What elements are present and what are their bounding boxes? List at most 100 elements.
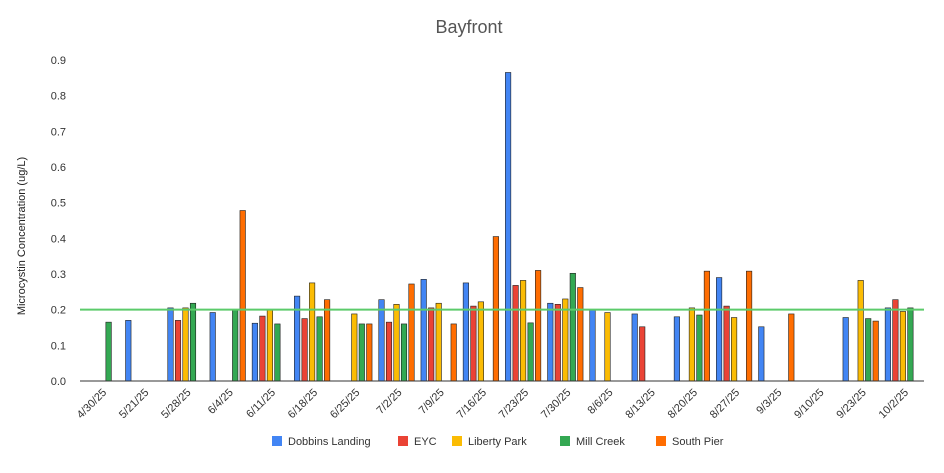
bar-series-group [105,72,914,382]
x-tick-label: 8/20/25 [666,387,700,421]
chart-title: Bayfront [435,17,502,37]
bar-liberty-park [520,280,527,382]
bar-eyc [554,304,561,382]
bar-mill-creek [527,322,534,382]
bar-south-pier [577,287,584,382]
bar-eyc [639,326,646,382]
y-tick-label: 0.1 [51,340,66,352]
legend-swatch [560,436,570,446]
x-tick-label: 8/13/25 [623,387,657,421]
bar-mill-creek [865,318,872,382]
legend: Dobbins Landing EYC Liberty Park Mill Creek… [272,436,724,448]
y-tick-label: 0.0 [51,376,66,388]
y-tick-label: 0.8 [51,91,66,103]
bar-eyc [892,299,899,382]
x-tick-label: 4/30/25 [75,387,109,421]
legend-label: Mill Creek [576,436,625,448]
bar-south-pier [239,210,246,382]
bar-dobbins-landing [125,320,132,382]
bar-eyc [723,305,730,382]
x-tick-label: 5/28/25 [159,387,193,421]
x-tick-label: 7/23/25 [497,387,531,421]
x-tick-label: 7/9/25 [417,387,447,417]
y-tick-label: 0.5 [51,198,66,210]
x-tick-label: 5/21/25 [117,387,151,421]
bar-south-pier [366,323,373,382]
bar-liberty-park [899,311,906,382]
bar-mill-creek [569,272,576,382]
x-axis-ticks: 4/30/25 5/21/25 5/28/25 6/4/25 6/11/25 6/18/2… [75,387,911,421]
bar-south-pier [450,323,457,382]
bar-dobbins-landing [589,309,596,382]
y-tick-label: 0.4 [51,233,66,245]
x-tick-label: 9/3/25 [754,387,784,417]
bar-dobbins-landing [673,316,680,382]
y-axis-ticks: 0.0 0.1 0.2 0.3 0.4 0.5 0.6 0.7 0.8 0.9 [51,55,66,388]
bar-dobbins-landing [842,317,849,382]
bar-dobbins-landing [251,322,258,382]
bar-dobbins-landing [167,307,174,382]
y-tick-label: 0.9 [51,55,66,67]
y-tick-label: 0.6 [51,162,66,174]
bar-eyc [428,307,435,382]
x-tick-label: 6/4/25 [206,387,236,417]
bar-mill-creek [400,323,408,382]
bar-liberty-park [562,298,569,382]
legend-swatch [452,436,462,446]
x-tick-label: 6/18/25 [286,387,320,421]
x-tick-label: 7/30/25 [539,387,573,421]
bar-liberty-park [477,301,484,382]
x-tick-label: 8/6/25 [586,387,616,417]
bar-liberty-park [309,282,316,382]
bar-dobbins-landing [758,326,765,382]
bar-mill-creek [316,316,323,382]
x-tick-label: 6/11/25 [244,387,278,421]
x-tick-label: 7/2/25 [375,387,405,417]
y-tick-label: 0.2 [51,305,66,317]
bar-south-pier [872,320,879,382]
bar-liberty-park [688,307,695,382]
bar-liberty-park [857,280,864,382]
bar-south-pier [746,270,753,382]
bar-mill-creek [105,321,112,382]
bar-eyc [174,320,182,382]
x-tick-label: 9/23/25 [834,387,868,421]
legend-label: Dobbins Landing [288,436,371,448]
bar-south-pier [703,270,710,382]
x-tick-label: 10/2/25 [877,387,911,421]
bar-liberty-park [182,307,189,382]
legend-swatch [656,436,666,446]
bar-south-pier [788,313,795,382]
y-tick-label: 0.7 [51,126,66,138]
bar-eyc [301,318,308,382]
bar-mill-creek [232,309,239,382]
bar-eyc [259,315,266,382]
bar-liberty-park [393,304,400,382]
bar-dobbins-landing [378,299,385,382]
bar-dobbins-landing [716,277,723,382]
bar-south-pier [324,299,331,382]
bar-liberty-park [731,317,738,382]
y-axis-label: Microcystin Concentration (ug/L) [16,157,28,315]
bar-eyc [385,321,393,382]
bar-eyc [512,285,519,382]
x-tick-label: 6/25/25 [328,387,362,421]
bar-dobbins-landing [420,279,427,382]
bar-dobbins-landing [884,307,891,382]
bar-liberty-park [435,302,442,382]
bar-mill-creek [358,323,365,382]
y-tick-label: 0.3 [51,269,66,281]
x-tick-label: 9/10/25 [792,387,826,421]
bar-mill-creek [274,323,281,382]
x-tick-label: 7/16/25 [455,387,489,421]
bar-dobbins-landing [631,313,638,382]
bar-mill-creek [696,314,703,382]
bar-liberty-park [351,313,358,382]
legend-swatch [272,436,282,446]
bar-dobbins-landing [209,312,216,382]
bar-mill-creek [907,307,914,382]
bar-dobbins-landing [462,282,469,382]
bar-south-pier [535,270,542,382]
bar-liberty-park [604,312,611,382]
